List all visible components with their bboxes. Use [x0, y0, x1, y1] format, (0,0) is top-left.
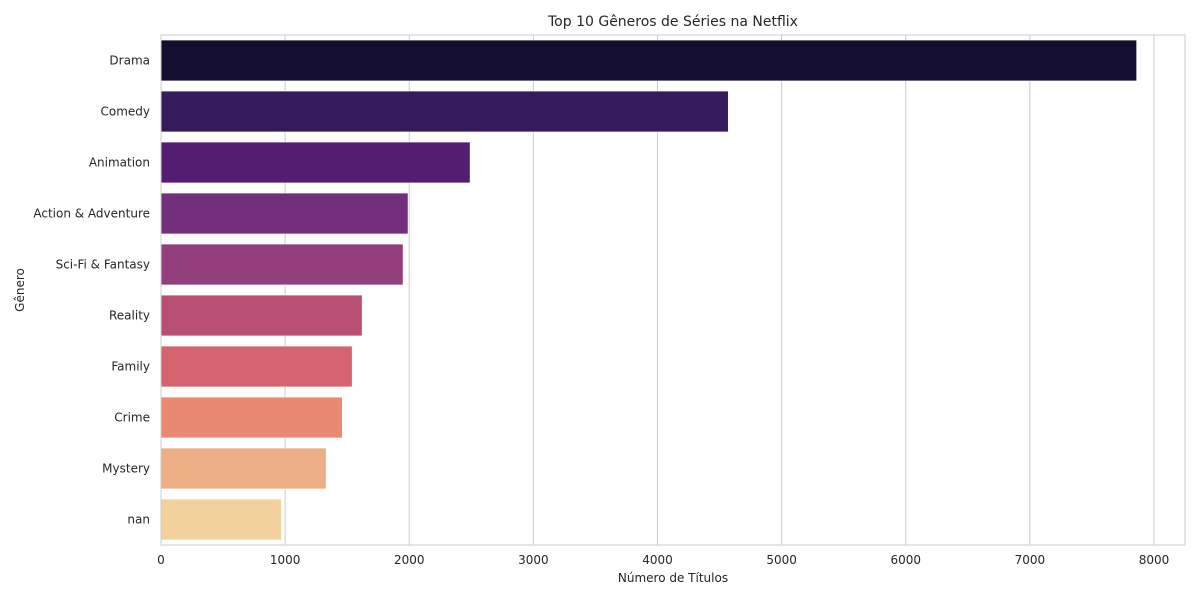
x-tick-label: 7000 — [1015, 553, 1046, 567]
x-tick-label: 1000 — [270, 553, 301, 567]
bar — [160, 447, 327, 490]
y-tick-label: nan — [127, 513, 150, 527]
x-tick-labels: 0 1000 2000 3000 4000 5000 6000 7000 8000 — [157, 553, 1169, 567]
y-tick-label: Mystery — [102, 462, 150, 476]
y-tick-label: Drama — [109, 54, 150, 68]
y-tick-label: Sci-Fi & Fantasy — [56, 258, 150, 272]
bar — [160, 39, 1137, 82]
bars — [160, 39, 1137, 541]
y-tick-label: Action & Adventure — [33, 207, 150, 221]
bar — [160, 90, 729, 133]
bar — [160, 498, 282, 541]
bar — [160, 345, 353, 388]
x-tick-label: 4000 — [642, 553, 673, 567]
x-tick-label: 3000 — [518, 553, 549, 567]
y-axis-label: Gênero — [13, 268, 27, 312]
x-tick-label: 6000 — [890, 553, 921, 567]
y-tick-labels: Drama Comedy Animation Action & Adventure Sc… — [33, 54, 150, 527]
x-tick-label: 8000 — [1139, 553, 1170, 567]
x-tick-label: 2000 — [394, 553, 425, 567]
bar — [160, 396, 343, 439]
x-tick-label: 0 — [157, 553, 165, 567]
bar — [160, 192, 409, 235]
bar — [160, 294, 363, 337]
y-tick-label: Reality — [109, 309, 150, 323]
x-tick-label: 5000 — [766, 553, 797, 567]
y-tick-label: Comedy — [100, 105, 150, 119]
chart-title: Top 10 Gêneros de Séries na Netflix — [547, 14, 798, 30]
y-tick-label: Crime — [114, 411, 150, 425]
plot-frame — [160, 34, 1186, 546]
x-axis-label: Número de Títulos — [618, 571, 728, 585]
y-tick-label: Animation — [89, 156, 150, 170]
bar — [160, 243, 404, 286]
bar — [160, 141, 471, 184]
y-tick-label: Family — [111, 360, 150, 374]
